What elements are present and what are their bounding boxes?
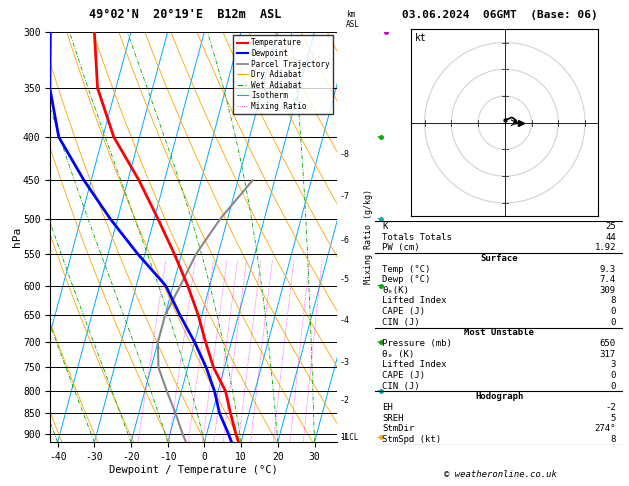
Text: 1LCL: 1LCL: [340, 433, 358, 442]
Text: 6: 6: [221, 442, 225, 448]
Text: km
ASL: km ASL: [346, 10, 360, 29]
Text: StmDir: StmDir: [382, 424, 415, 433]
Text: CIN (J): CIN (J): [382, 318, 420, 327]
Text: Lifted Index: Lifted Index: [382, 360, 447, 369]
Text: 0: 0: [611, 382, 616, 391]
Text: 1: 1: [136, 442, 140, 448]
Text: -2: -2: [605, 403, 616, 412]
Text: Pressure (mb): Pressure (mb): [382, 339, 452, 348]
Text: 25: 25: [605, 222, 616, 231]
Text: θₑ (K): θₑ (K): [382, 350, 415, 359]
Text: 8: 8: [611, 435, 616, 444]
Text: Dewp (°C): Dewp (°C): [382, 275, 431, 284]
Text: 7.4: 7.4: [600, 275, 616, 284]
Text: © weatheronline.co.uk: © weatheronline.co.uk: [443, 470, 557, 479]
Text: K: K: [382, 222, 387, 231]
Text: 2: 2: [167, 442, 171, 448]
Text: SREH: SREH: [382, 414, 404, 422]
Text: 44: 44: [605, 233, 616, 242]
Text: 0: 0: [611, 371, 616, 380]
Text: 03.06.2024  06GMT  (Base: 06): 03.06.2024 06GMT (Base: 06): [402, 10, 598, 19]
Text: -1: -1: [340, 433, 350, 442]
Text: 5: 5: [611, 414, 616, 422]
Text: Surface: Surface: [481, 254, 518, 263]
Text: 3: 3: [611, 360, 616, 369]
Text: -6: -6: [340, 236, 350, 244]
Text: 1.92: 1.92: [594, 243, 616, 252]
Text: -8: -8: [340, 150, 350, 159]
Text: EH: EH: [382, 403, 393, 412]
Y-axis label: hPa: hPa: [11, 227, 21, 247]
Text: Mixing Ratio (g/kg): Mixing Ratio (g/kg): [364, 190, 373, 284]
Text: 650: 650: [600, 339, 616, 348]
Text: 317: 317: [600, 350, 616, 359]
Text: Hodograph: Hodograph: [475, 392, 523, 401]
Text: 25: 25: [299, 442, 308, 448]
Text: 4: 4: [200, 442, 204, 448]
Text: CAPE (J): CAPE (J): [382, 307, 425, 316]
Text: Temp (°C): Temp (°C): [382, 264, 431, 274]
Text: 20: 20: [286, 442, 294, 448]
X-axis label: Dewpoint / Temperature (°C): Dewpoint / Temperature (°C): [109, 465, 278, 475]
Text: 309: 309: [600, 286, 616, 295]
Text: 8: 8: [611, 296, 616, 306]
Text: 3: 3: [186, 442, 191, 448]
Text: kt: kt: [415, 33, 426, 43]
Text: 8: 8: [237, 442, 240, 448]
Text: 0: 0: [611, 307, 616, 316]
Text: θₑ(K): θₑ(K): [382, 286, 409, 295]
Text: Totals Totals: Totals Totals: [382, 233, 452, 242]
Text: -4: -4: [340, 316, 350, 325]
Text: 0: 0: [611, 318, 616, 327]
Text: PW (cm): PW (cm): [382, 243, 420, 252]
Text: -5: -5: [340, 275, 350, 284]
Text: -2: -2: [340, 396, 350, 404]
Text: 5: 5: [211, 442, 216, 448]
Text: 49°02'N  20°19'E  B12m  ASL: 49°02'N 20°19'E B12m ASL: [89, 8, 282, 21]
Text: 274°: 274°: [594, 424, 616, 433]
Text: Lifted Index: Lifted Index: [382, 296, 447, 306]
Text: 9.3: 9.3: [600, 264, 616, 274]
Text: StmSpd (kt): StmSpd (kt): [382, 435, 442, 444]
Legend: Temperature, Dewpoint, Parcel Trajectory, Dry Adiabat, Wet Adiabat, Isotherm, Mi: Temperature, Dewpoint, Parcel Trajectory…: [233, 35, 333, 114]
Text: CIN (J): CIN (J): [382, 382, 420, 391]
Text: -7: -7: [340, 191, 350, 201]
Text: CAPE (J): CAPE (J): [382, 371, 425, 380]
Text: Most Unstable: Most Unstable: [464, 329, 534, 337]
Text: -3: -3: [340, 358, 350, 367]
Text: 10: 10: [247, 442, 255, 448]
Text: 15: 15: [269, 442, 277, 448]
